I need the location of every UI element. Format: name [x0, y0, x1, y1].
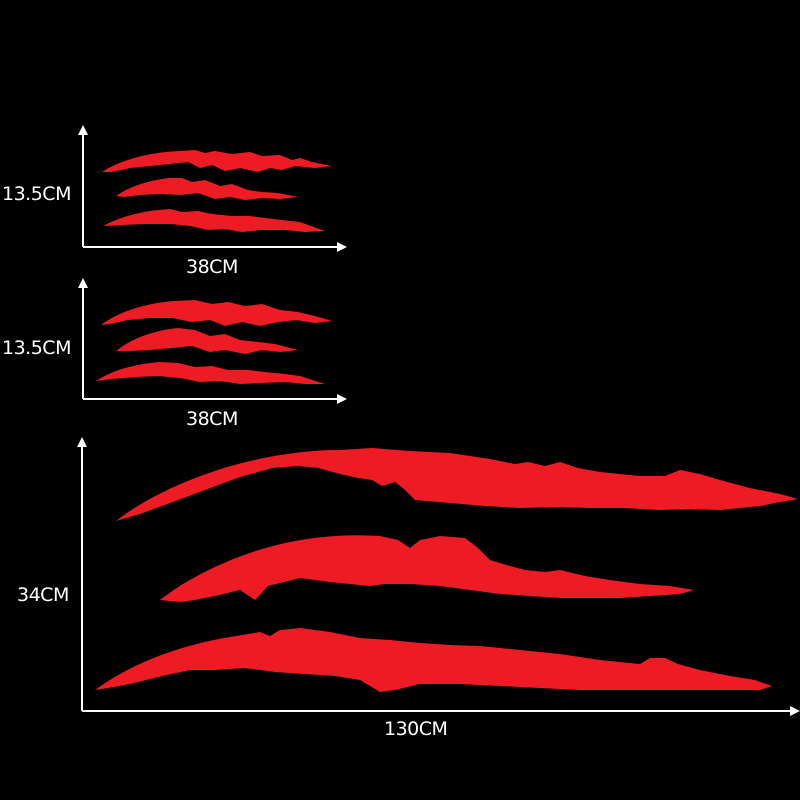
claw-stripe-1b [116, 178, 298, 200]
claw-stripe-2b [116, 328, 298, 354]
decal-set-1 [78, 125, 347, 252]
width-label-set-2: 38CM [186, 408, 238, 430]
claw-stripe-3a [116, 448, 798, 521]
claw-stripe-1c [103, 209, 325, 232]
claw-stripe-2c [96, 362, 325, 384]
width-label-set-3: 130CM [384, 718, 448, 740]
claw-stripe-1a [102, 150, 332, 172]
decal-set-3 [77, 437, 800, 716]
height-label-set-2: 13.5CM [2, 337, 71, 359]
claw-stripe-3c [95, 628, 772, 692]
width-label-set-1: 38CM [186, 256, 238, 278]
decal-set-2 [78, 278, 347, 404]
claw-stripe-2a [101, 300, 332, 326]
height-label-set-3: 34CM [17, 584, 69, 606]
height-label-set-1: 13.5CM [2, 183, 71, 205]
claw-stripe-3b [160, 535, 694, 602]
